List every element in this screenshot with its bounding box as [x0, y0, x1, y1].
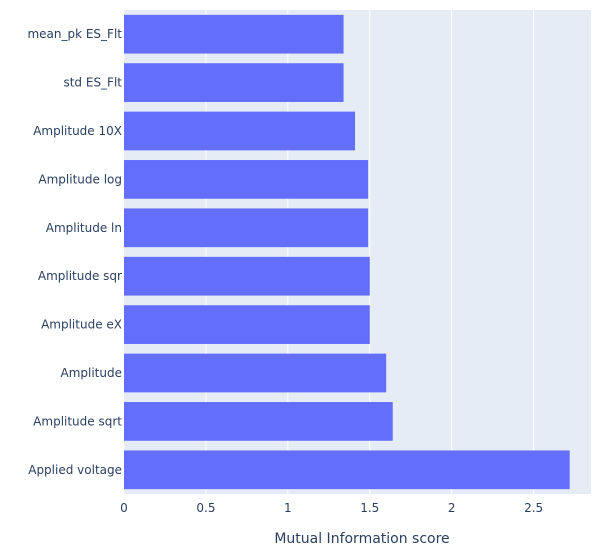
y-tick-label: Amplitude ln	[46, 221, 122, 235]
y-axis-tick-labels: Applied voltage Amplitude sqrt Amplitude Am…	[27, 27, 122, 477]
y-tick-label: Amplitude	[61, 366, 123, 380]
x-tick-label: 1	[284, 501, 292, 515]
x-tick-label: 0.5	[196, 501, 215, 515]
y-tick-label: Amplitude sqr	[38, 269, 122, 283]
x-tick-label: 2.5	[524, 501, 543, 515]
bar	[124, 208, 369, 248]
bar	[124, 14, 344, 54]
bar	[124, 111, 356, 151]
x-axis-tick-labels: 0 0.5 1 1.5 2 2.5	[120, 501, 543, 515]
y-tick-label: Amplitude sqrt	[33, 414, 122, 428]
y-tick-label: Applied voltage	[28, 463, 122, 477]
x-tick-label: 0	[120, 501, 128, 515]
y-tick-label: Amplitude eX	[41, 318, 122, 332]
bar	[124, 353, 387, 393]
bar	[124, 305, 370, 344]
y-tick-label: Amplitude 10X	[33, 124, 122, 138]
x-tick-label: 1.5	[360, 501, 379, 515]
bar	[124, 256, 370, 296]
bar	[124, 160, 369, 199]
y-tick-label: std ES_Flt	[63, 76, 122, 90]
bar	[124, 63, 344, 102]
y-tick-label: Amplitude log	[38, 172, 122, 186]
bars	[124, 14, 570, 490]
x-axis-title: Mutual Information score	[274, 531, 449, 546]
y-tick-label: mean_pk ES_Flt	[27, 27, 122, 41]
bar	[124, 402, 393, 441]
x-tick-label: 2	[448, 501, 456, 515]
bar	[124, 450, 570, 490]
